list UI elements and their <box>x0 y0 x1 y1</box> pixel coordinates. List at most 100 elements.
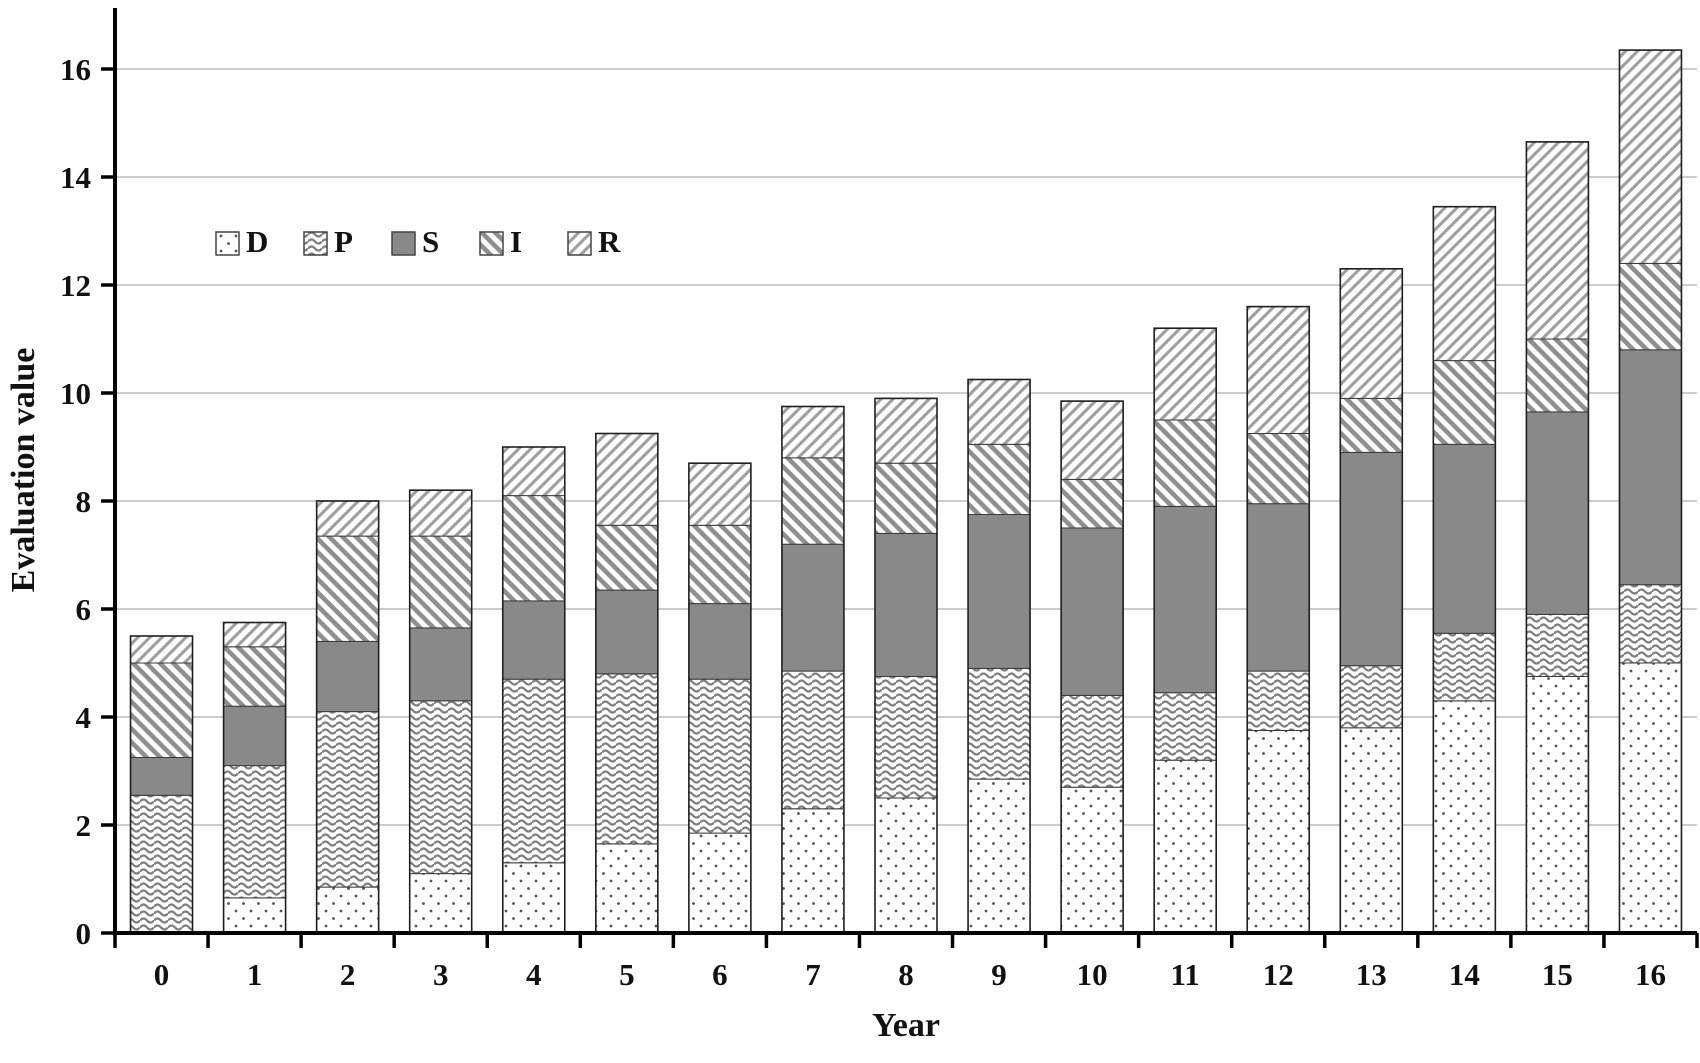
x-tick-label-16: 16 <box>1635 957 1666 992</box>
bar-year-4 <box>501 446 566 934</box>
bar-year-6-segment-I <box>688 524 752 605</box>
bar-year-13-segment-D <box>1339 727 1403 934</box>
bar-year-11-segment-I <box>1153 419 1217 507</box>
bar-year-13 <box>1339 267 1404 934</box>
bar-year-6-segment-S <box>688 603 752 680</box>
y-tick-label-16: 16 <box>60 52 91 87</box>
y-tick-label-8: 8 <box>76 484 92 519</box>
bar-year-7-segment-D <box>781 808 845 934</box>
bar-year-3-segment-I <box>409 535 473 629</box>
x-tick-label-5: 5 <box>619 957 635 992</box>
bar-year-7-segment-P <box>781 670 845 810</box>
bar-year-14-segment-S <box>1432 443 1496 634</box>
x-tick-label-11: 11 <box>1171 957 1200 992</box>
bar-year-10-segment-S <box>1060 527 1124 696</box>
y-axis-title: Evaluation value <box>5 348 42 593</box>
bar-year-1-segment-I <box>223 646 287 707</box>
bar-year-6-segment-P <box>688 678 752 834</box>
bar-year-3-segment-R <box>409 489 473 537</box>
bar-year-4-segment-S <box>502 600 566 680</box>
bar-year-10 <box>1060 400 1124 934</box>
bar-year-9-segment-R <box>967 379 1031 445</box>
bar-year-7-segment-S <box>781 543 845 672</box>
bar-year-2-segment-S <box>316 640 380 713</box>
y-tick-label-14: 14 <box>60 160 91 195</box>
bar-year-2-segment-R <box>316 500 380 537</box>
bar-year-14 <box>1432 205 1497 934</box>
bar-year-14-segment-D <box>1432 700 1496 934</box>
bar-year-9-segment-I <box>967 443 1031 515</box>
bar-year-10-segment-I <box>1060 478 1124 529</box>
x-tick-label-4: 4 <box>526 957 542 992</box>
x-tick-label-14: 14 <box>1449 957 1480 992</box>
y-tick-label-4: 4 <box>76 700 92 735</box>
x-tick-label-1: 1 <box>247 957 263 992</box>
bar-year-11-segment-P <box>1153 692 1217 761</box>
bar-year-10-segment-R <box>1060 400 1124 480</box>
legend-item-D: D <box>215 224 268 259</box>
bar-year-1-segment-D <box>223 897 287 934</box>
x-tick-label-15: 15 <box>1542 957 1573 992</box>
bar-year-11-segment-D <box>1153 759 1217 934</box>
bar-year-4-segment-D <box>502 862 566 934</box>
bar-year-8-segment-S <box>874 532 938 678</box>
bar-year-9 <box>967 378 1031 934</box>
bar-year-8 <box>874 397 938 934</box>
bar-year-9-segment-S <box>967 514 1031 669</box>
bar-year-15-segment-P <box>1525 613 1589 678</box>
bar-year-12-segment-P <box>1246 670 1310 731</box>
x-tick-label-3: 3 <box>433 957 449 992</box>
legend-swatch-S <box>391 231 416 256</box>
x-tick-label-9: 9 <box>991 957 1007 992</box>
y-tick-label-2: 2 <box>76 808 92 843</box>
bar-year-8-segment-R <box>874 397 938 464</box>
bar-year-15-segment-S <box>1525 411 1589 615</box>
x-tick-label-0: 0 <box>154 957 170 992</box>
x-tick-label-12: 12 <box>1263 957 1294 992</box>
bar-year-4-segment-R <box>502 446 566 497</box>
x-tick-label-2: 2 <box>340 957 356 992</box>
bar-year-16-segment-R <box>1618 49 1682 264</box>
bar-year-13-segment-P <box>1339 665 1403 729</box>
bar-year-0-segment-S <box>130 757 194 796</box>
y-tick-label-6: 6 <box>76 592 92 627</box>
bar-year-5-segment-I <box>595 524 659 591</box>
bar-year-12-segment-S <box>1246 503 1310 672</box>
x-axis-title: Year <box>872 1007 940 1044</box>
bar-year-5-segment-S <box>595 589 659 675</box>
bar-year-4-segment-I <box>502 495 566 602</box>
bar-year-16-segment-P <box>1618 584 1682 664</box>
bar-year-15-segment-R <box>1525 141 1589 340</box>
bar-year-2-segment-D <box>316 886 380 934</box>
bar-year-3 <box>408 489 473 934</box>
legend-label-R: R <box>598 224 621 259</box>
bar-year-16-segment-I <box>1618 262 1682 351</box>
bar-year-6-segment-R <box>688 462 752 526</box>
bar-year-7-segment-R <box>781 406 845 459</box>
bar-year-1-segment-R <box>223 622 287 648</box>
legend-label-I: I <box>510 224 522 259</box>
bar-year-10-segment-D <box>1060 786 1124 934</box>
legend-item-I: I <box>479 224 522 259</box>
bar-year-10-segment-P <box>1060 694 1124 788</box>
x-tick-label-10: 10 <box>1077 957 1108 992</box>
bar-year-8-segment-P <box>874 676 938 799</box>
bar-year-16-segment-D <box>1618 662 1682 934</box>
bar-year-1 <box>222 621 287 934</box>
legend-swatch-I <box>479 231 504 256</box>
axes <box>113 8 1697 935</box>
x-tick-label-8: 8 <box>898 957 914 992</box>
x-tick-label-7: 7 <box>805 957 821 992</box>
bar-year-5-segment-R <box>595 433 659 526</box>
bar-year-12-segment-I <box>1246 433 1310 505</box>
bar-year-4-segment-P <box>502 678 566 864</box>
bar-year-3-segment-S <box>409 627 473 702</box>
bar-year-0 <box>129 635 194 934</box>
legend-item-P: P <box>303 224 353 259</box>
bar-year-9-segment-P <box>967 667 1031 780</box>
bar-year-15-segment-I <box>1525 338 1589 413</box>
bar-year-7-segment-I <box>781 457 845 545</box>
legend-item-S: S <box>391 224 439 259</box>
bar-year-8-segment-I <box>874 462 938 534</box>
